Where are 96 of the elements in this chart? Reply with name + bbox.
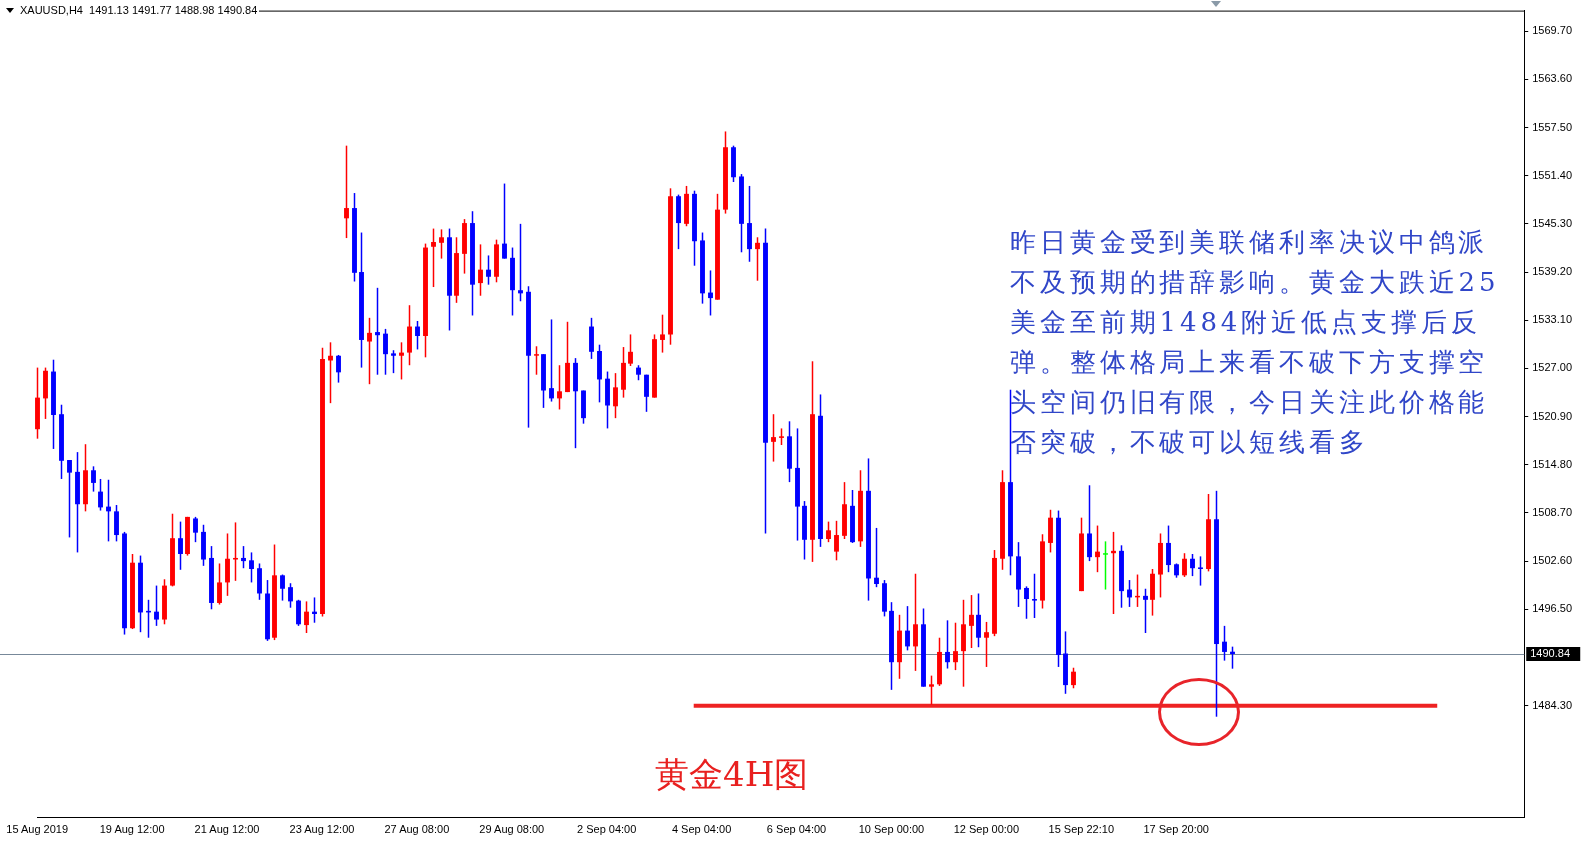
candlestick — [969, 594, 974, 649]
candlestick — [233, 521, 238, 582]
candlestick — [178, 520, 183, 571]
x-tick-label: 27 Aug 08:00 — [384, 823, 450, 836]
candlestick — [154, 584, 159, 627]
candlestick — [826, 520, 831, 543]
candlestick — [1143, 588, 1148, 634]
candlestick — [193, 516, 198, 543]
candlestick — [367, 317, 372, 385]
annotation: 黄金4H图 — [655, 753, 809, 796]
candlestick — [431, 227, 436, 288]
candlestick — [1182, 552, 1187, 578]
candlestick — [304, 600, 309, 634]
candlestick — [913, 572, 918, 672]
candlestick — [1024, 585, 1029, 620]
candlestick — [976, 592, 981, 648]
candlestick — [67, 459, 72, 539]
candlestick — [534, 345, 539, 376]
x-tick-label: 29 Aug 08:00 — [479, 823, 545, 836]
candlestick — [249, 551, 254, 584]
x-tick-label: 15 Aug 2019 — [6, 823, 69, 836]
candlestick — [708, 269, 713, 317]
candlestick — [1127, 579, 1132, 608]
y-tick-label: 1539.20 — [1532, 265, 1572, 278]
candlestick — [660, 313, 665, 354]
candlestick — [1071, 666, 1076, 690]
x-tick-label: 21 Aug 12:00 — [194, 823, 260, 836]
candlestick — [486, 254, 491, 286]
candlestick — [1103, 540, 1108, 591]
candlestick — [114, 504, 119, 543]
candlestick — [478, 243, 483, 297]
x-tick-label: 12 Sep 00:00 — [953, 823, 1020, 836]
candlestick — [834, 520, 839, 562]
candlestick — [628, 333, 633, 367]
candlestick — [91, 465, 96, 493]
candlestick — [1032, 572, 1037, 619]
candlestick — [241, 545, 246, 569]
candlestick — [98, 478, 103, 512]
y-tick-label: 1545.30 — [1532, 216, 1572, 229]
y-tick-label: 1533.10 — [1532, 313, 1572, 326]
candlestick — [439, 228, 444, 260]
candlestick — [280, 573, 285, 602]
candlestick — [1095, 524, 1100, 573]
y-tick-label: 1551.40 — [1532, 168, 1572, 181]
candlestick — [549, 318, 554, 403]
x-tick-label: 23 Aug 12:00 — [289, 823, 355, 836]
candlestick — [644, 373, 649, 413]
candlestick — [399, 341, 404, 381]
ref-line-label: 1490.84 — [1530, 647, 1570, 660]
candlestick — [771, 413, 776, 463]
x-tick-label: 6 Sep 04:00 — [766, 823, 827, 836]
candlestick — [391, 349, 396, 374]
candlestick — [984, 621, 989, 668]
y-tick-label: 1508.70 — [1532, 505, 1572, 518]
x-tick-label: 4 Sep 04:00 — [671, 823, 732, 836]
x-tick-label: 17 Sep 20:00 — [1143, 823, 1209, 836]
y-tick-label: 1569.70 — [1532, 24, 1572, 37]
annotation: 昨日黄金受到美联储利率决议中鸽派不及预期的措辞影响。黄金大跌近25美金至前期1484附近低点支撑后反弹。整体格局上来看不破下方支撑空头空间仍旧有限，今日关注此价格能否突破，不破可以短线看多 — [1010, 226, 1501, 459]
candlestick — [1198, 555, 1203, 587]
y-tick-label: 1527.00 — [1532, 361, 1572, 374]
candlestick — [296, 599, 301, 627]
x-tick-label: 15 Sep 22:10 — [1048, 823, 1115, 836]
candlestick — [557, 364, 562, 411]
candlestick — [502, 182, 507, 260]
candlestick — [874, 527, 879, 588]
y-tick-label: 1484.30 — [1532, 698, 1572, 711]
y-tick-label: 1496.50 — [1532, 602, 1572, 615]
y-tick-label: 1557.50 — [1532, 120, 1572, 133]
candlestick — [1230, 645, 1235, 670]
candlestick — [953, 621, 958, 671]
candlestick — [336, 354, 341, 384]
candlestick — [217, 562, 222, 606]
candlestick — [288, 582, 293, 609]
candlestick — [415, 320, 420, 351]
candlestick — [613, 372, 618, 419]
candlestick — [755, 236, 760, 282]
candlestick — [344, 144, 349, 239]
candlestick — [945, 619, 950, 670]
candlestick — [1087, 484, 1092, 562]
candlestick — [375, 287, 380, 376]
x-tick-label: 2 Sep 04:00 — [577, 823, 637, 836]
candlestick — [1190, 553, 1195, 577]
y-tick-label: 1520.90 — [1532, 409, 1572, 422]
candlestick — [1166, 524, 1171, 573]
candlestick — [383, 328, 388, 376]
candlestick — [929, 674, 934, 706]
candlestick — [1222, 625, 1227, 662]
y-tick-label: 1514.80 — [1532, 457, 1572, 470]
candlestick — [225, 532, 230, 597]
x-tick-label: 19 Aug 12:00 — [99, 823, 165, 836]
y-tick-label: 1563.60 — [1532, 72, 1572, 85]
chart-title: XAUUSD,H4 1491.13 1491.77 1488.98 1490.84 — [18, 4, 260, 16]
x-tick-label: 10 Sep 00:00 — [858, 823, 925, 836]
candlestick — [518, 223, 523, 303]
candlestick — [905, 605, 910, 652]
y-tick-label: 1502.60 — [1532, 554, 1572, 567]
